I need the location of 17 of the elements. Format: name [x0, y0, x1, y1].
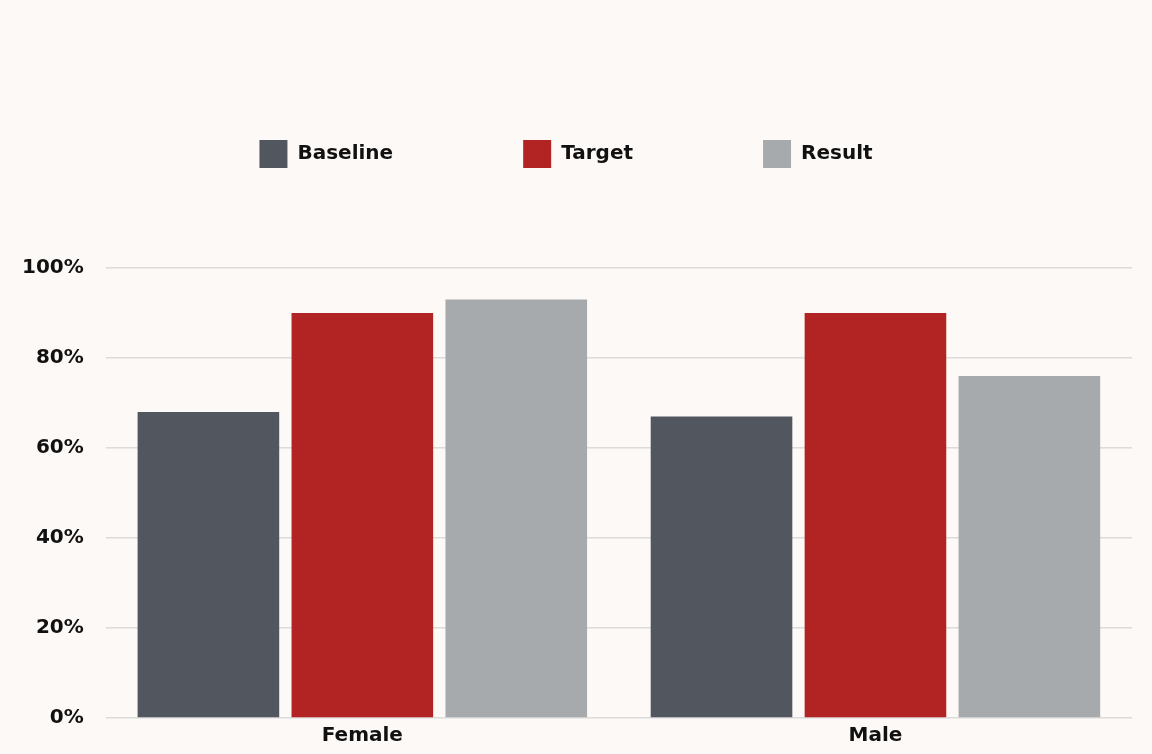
y-tick-label: 80% — [35, 344, 84, 369]
x-tick-label: Female — [321, 722, 403, 747]
bar — [958, 376, 1101, 718]
y-tick-label: 100% — [21, 254, 84, 279]
legend-label: Result — [801, 140, 873, 165]
legend-label: Target — [561, 140, 634, 165]
legend-label: Baseline — [297, 140, 394, 165]
y-tick-label: 60% — [35, 434, 84, 459]
x-tick-label: Male — [848, 722, 903, 747]
y-tick-label: 20% — [35, 614, 84, 639]
y-tick-label: 40% — [35, 524, 84, 549]
bar — [445, 299, 588, 718]
bar — [804, 313, 947, 718]
bar — [650, 416, 793, 718]
y-tick-label: 0% — [49, 704, 84, 729]
bar — [137, 412, 280, 718]
bar — [291, 313, 434, 718]
